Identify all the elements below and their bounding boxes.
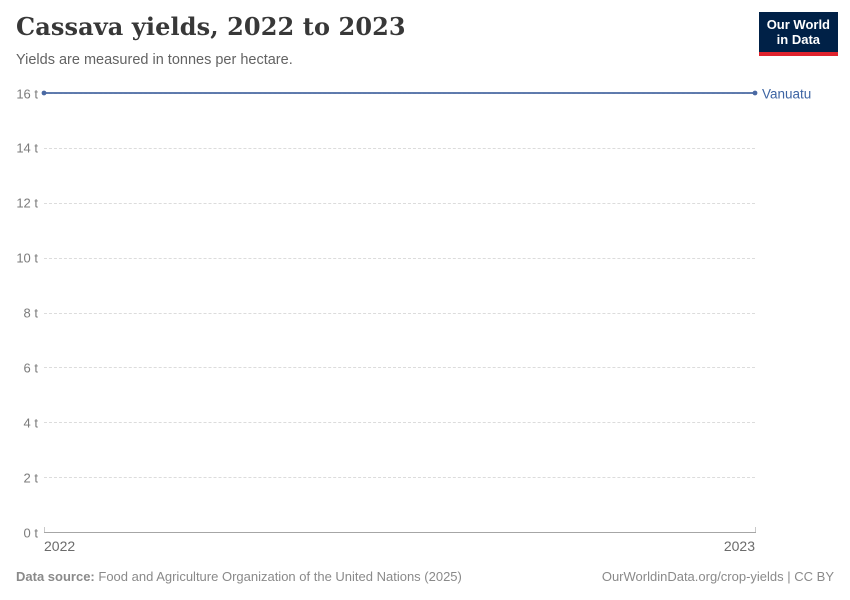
y-axis-tick-label: 12 t <box>16 195 38 211</box>
x-axis-end-tick-right <box>755 527 756 532</box>
chart-footer: Data source: Food and Agriculture Organi… <box>16 569 834 584</box>
gridline-4 <box>44 422 755 424</box>
x-axis-line <box>44 532 756 533</box>
owid-logo[interactable]: Our World in Data <box>758 12 838 56</box>
page-subtitle: Yields are measured in tonnes per hectar… <box>16 52 293 68</box>
gridline-14 <box>44 147 755 149</box>
owid-logo-line2: in Data <box>776 32 821 48</box>
data-source-label: Data source: <box>16 569 95 584</box>
y-axis-tick-label: 2 t <box>23 470 38 486</box>
license-credit: OurWorldinData.org/crop-yields | CC BY <box>601 569 834 584</box>
data-source-text: Food and Agriculture Organization of the… <box>98 569 462 584</box>
gridline-8 <box>44 312 755 314</box>
y-axis-tick-label: 16 t <box>16 86 38 101</box>
x-axis-end-tick-left <box>44 527 45 532</box>
gridline-6 <box>44 367 755 369</box>
gridline-2 <box>44 477 755 479</box>
y-axis-tick-label: 8 t <box>23 305 38 321</box>
y-axis-tick-label: 10 t <box>16 250 38 266</box>
data-source-note: Data source: Food and Agriculture Organi… <box>16 569 462 584</box>
y-axis-tick-label: 0 t <box>23 525 38 540</box>
page-title: Cassava yields, 2022 to 2023 <box>16 12 406 41</box>
x-axis-label-end: 2023 <box>723 538 755 554</box>
y-axis-tick-label: 6 t <box>23 360 38 376</box>
x-axis-label-start: 2022 <box>44 538 76 554</box>
gridline-12 <box>44 202 755 204</box>
y-axis-tick-label: 14 t <box>16 140 38 156</box>
y-axis-tick-label: 4 t <box>23 415 38 431</box>
owid-logo-line1: Our World <box>766 17 830 32</box>
gridline-16 <box>44 93 755 94</box>
gridline-10 <box>44 257 755 259</box>
series-label-vanuatu: Vanuatu <box>762 86 812 101</box>
